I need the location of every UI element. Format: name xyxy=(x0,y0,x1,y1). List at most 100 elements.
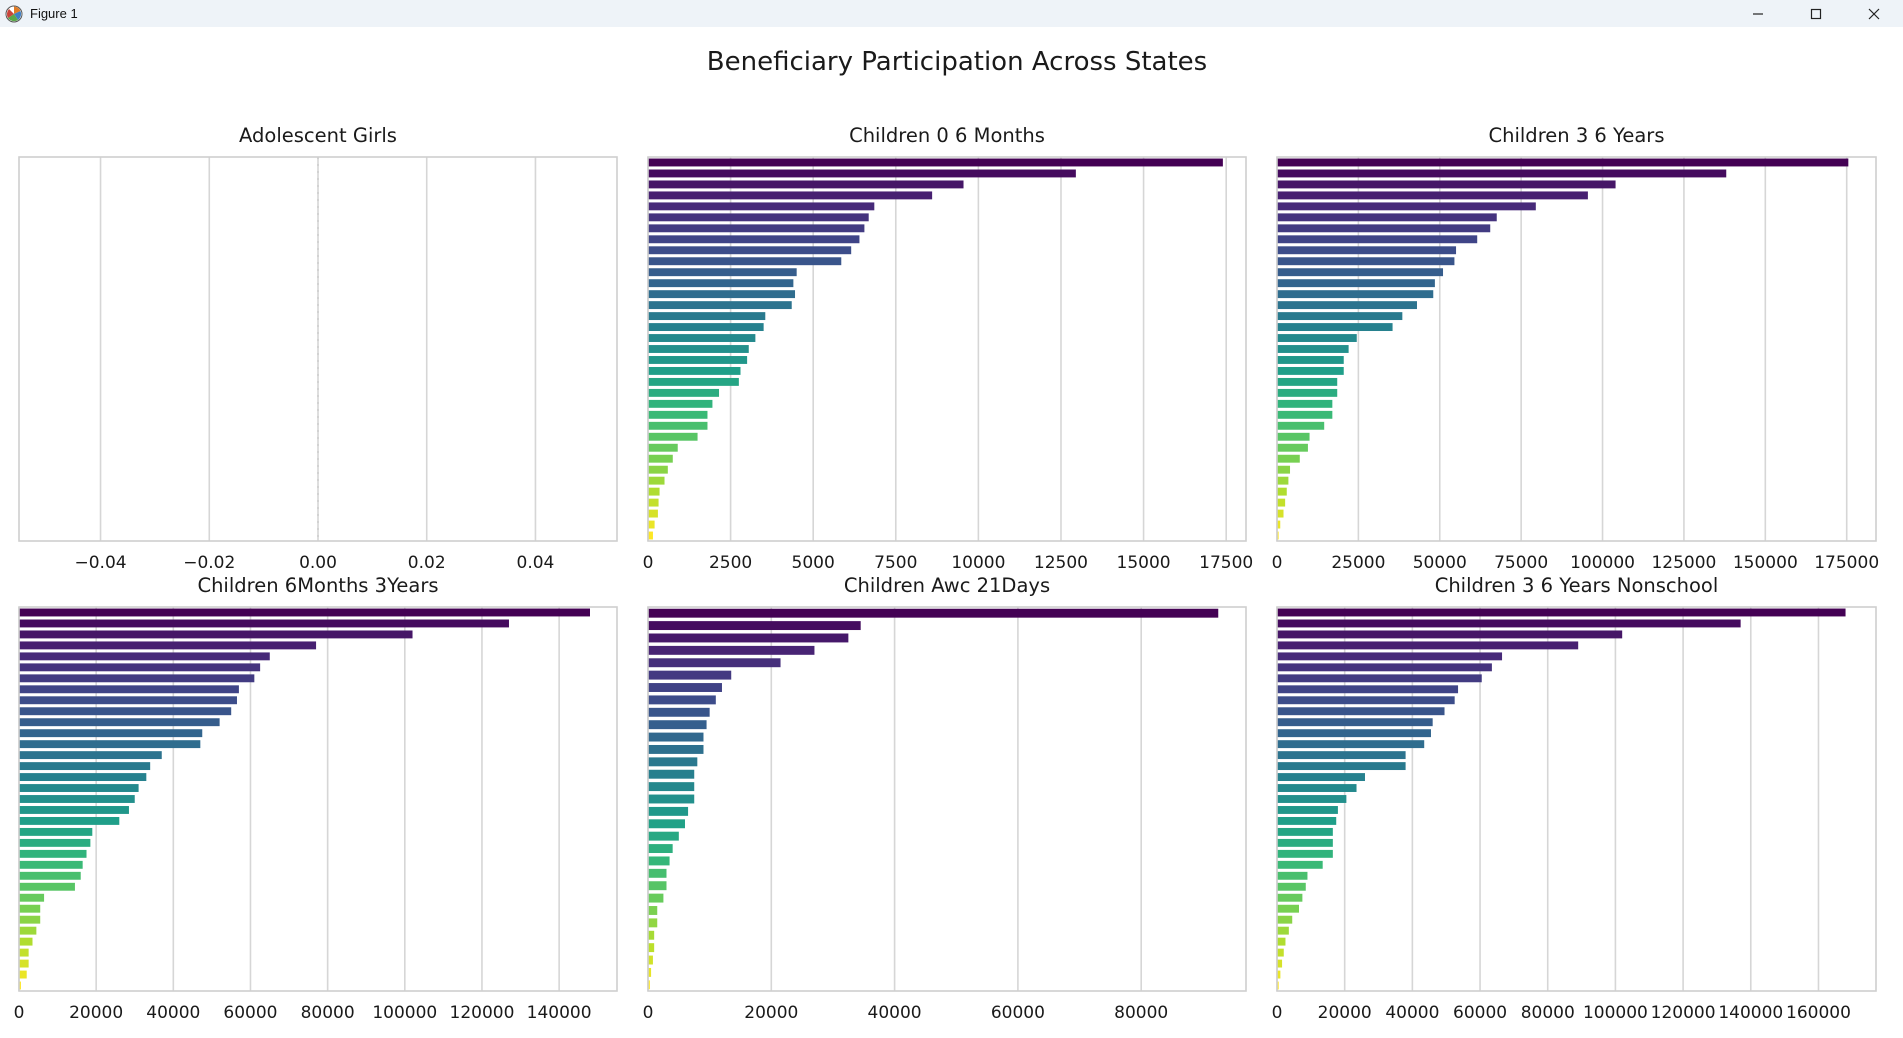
bar xyxy=(1277,740,1425,749)
bar xyxy=(1277,641,1579,650)
bar xyxy=(1277,948,1284,957)
x-tick-label: 80000 xyxy=(301,1003,355,1023)
x-tick-label: 20000 xyxy=(1318,1003,1372,1023)
x-tick-label: 0 xyxy=(643,553,654,573)
bar xyxy=(648,757,698,767)
bar xyxy=(19,795,135,803)
bar xyxy=(648,290,796,299)
x-tick-label: 150000 xyxy=(1733,553,1798,573)
bar xyxy=(19,641,317,650)
bar xyxy=(1277,246,1457,255)
x-tick-label: 80000 xyxy=(1521,1003,1575,1023)
subplot-title: Adolescent Girls xyxy=(239,124,397,147)
bar xyxy=(1277,312,1403,321)
x-tick-label: 0 xyxy=(1272,1003,1283,1023)
bar xyxy=(648,509,658,518)
bar xyxy=(1277,202,1536,211)
x-tick-label: 100000 xyxy=(1570,553,1635,573)
x-tick-label: 10000 xyxy=(951,553,1005,573)
bar xyxy=(648,202,875,211)
figure-suptitle: Beneficiary Participation Across States xyxy=(707,47,1207,77)
bar xyxy=(1277,827,1333,836)
window-titlebar: Figure 1 xyxy=(0,0,1903,27)
x-tick-label: 2500 xyxy=(709,553,752,573)
bar xyxy=(1277,180,1616,189)
bar xyxy=(648,399,713,408)
x-tick-label: 0 xyxy=(1272,553,1283,573)
bar xyxy=(648,421,708,430)
bar xyxy=(648,268,797,277)
x-tick-label: 15000 xyxy=(1117,553,1171,573)
bar xyxy=(648,180,964,189)
bar xyxy=(1277,158,1849,167)
bar xyxy=(1277,520,1281,529)
bar xyxy=(1277,729,1431,738)
close-button[interactable] xyxy=(1845,0,1903,27)
bar xyxy=(19,904,41,913)
bar xyxy=(19,849,87,858)
x-tick-label: 0 xyxy=(14,1003,25,1023)
axes-frame xyxy=(1276,606,1877,992)
subplots-grid: Adolescent Girls−0.04 −0.02 0.00 0.02 0.04Ch… xyxy=(14,124,1880,1023)
x-tick-label: 140000 xyxy=(1718,1003,1783,1023)
x-tick-label: 40000 xyxy=(1385,1003,1439,1023)
bar xyxy=(648,943,655,953)
bar xyxy=(648,806,689,816)
bar xyxy=(19,751,162,760)
bar xyxy=(648,443,678,452)
bar xyxy=(19,937,33,946)
bar xyxy=(648,279,794,288)
bar xyxy=(648,881,667,891)
bar xyxy=(1277,432,1310,441)
bar xyxy=(19,981,21,990)
bar xyxy=(648,621,861,631)
bar xyxy=(1277,619,1741,628)
bar xyxy=(1277,377,1338,386)
bar xyxy=(19,630,413,639)
bar xyxy=(1277,816,1337,825)
minimize-button[interactable] xyxy=(1729,0,1787,27)
x-tick-label: 0 xyxy=(643,1003,654,1023)
bar xyxy=(1277,476,1289,485)
bar xyxy=(1277,784,1357,792)
bar xyxy=(19,685,239,694)
bar xyxy=(1277,366,1344,375)
bar xyxy=(1277,893,1303,902)
bar xyxy=(1277,915,1293,924)
bar xyxy=(648,980,650,990)
bar xyxy=(1277,421,1325,430)
bar xyxy=(648,683,722,692)
subplot-6: Children 3 6 Years Nonschool 0 20000 40000 6… xyxy=(1272,574,1877,1023)
bar xyxy=(648,213,869,222)
bar xyxy=(1277,926,1289,935)
bar xyxy=(1277,959,1283,968)
bar xyxy=(1277,970,1281,979)
subplot-4: Children 6Months 3Years 0 20000 40000 60000 8… xyxy=(14,574,618,1023)
bar xyxy=(648,158,1223,167)
bar xyxy=(1277,773,1365,782)
matplotlib-app-icon xyxy=(4,4,24,24)
bar xyxy=(648,831,679,841)
bar xyxy=(19,970,27,979)
bar xyxy=(1277,806,1338,814)
bar xyxy=(19,740,201,749)
bar xyxy=(19,816,120,825)
bar xyxy=(19,948,29,957)
x-tick-label: 0.04 xyxy=(517,553,555,573)
close-icon xyxy=(1868,8,1880,19)
bar xyxy=(648,487,660,496)
x-tick-label: 25000 xyxy=(1331,553,1385,573)
bar xyxy=(19,893,45,902)
figure-canvas: Beneficiary Participation Across States … xyxy=(14,47,1880,1023)
maximize-button[interactable] xyxy=(1787,0,1845,27)
bar xyxy=(19,860,83,869)
x-tick-label: 80000 xyxy=(1114,1003,1168,1023)
bar xyxy=(1277,838,1333,847)
x-tick-label: 140000 xyxy=(527,1003,592,1023)
bar xyxy=(19,784,139,792)
bar xyxy=(19,729,203,738)
x-tick-label: 125000 xyxy=(1651,553,1716,573)
bar xyxy=(648,356,748,364)
bar xyxy=(648,906,658,915)
bar xyxy=(648,955,653,965)
